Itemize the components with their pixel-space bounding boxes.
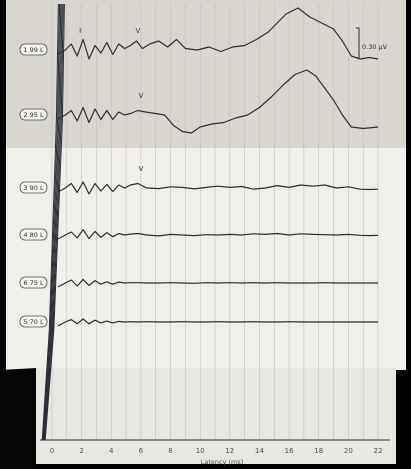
trace-labels: 1 99 L 2 95 L 3 90 L 4 80 L 6 75 L 5 70 L: [19, 43, 48, 328]
x-tick-label: 2: [79, 447, 83, 455]
trace-label-box: [19, 276, 48, 289]
trace-label: 5 70 L: [19, 315, 48, 328]
wave-marker-i: I: [79, 27, 81, 35]
waveform-trace: [57, 181, 379, 195]
trace-label: 1 99 L: [19, 43, 48, 56]
x-tick-label: 8: [168, 447, 172, 455]
x-tick-label: 6: [139, 447, 144, 455]
trace-label-text: 4 80 L: [23, 231, 44, 239]
trace-label-text: 2 95 L: [23, 111, 44, 119]
trace-label-text: 6 75 L: [23, 279, 44, 287]
wave-marker-v: V: [136, 27, 141, 35]
trace-label-text: 1 99 L: [23, 46, 44, 54]
waveform-traces: [57, 7, 379, 327]
trace-label: 6 75 L: [19, 276, 48, 289]
x-tick-label: 4: [109, 447, 114, 455]
wave-markers: I V V V: [79, 27, 143, 173]
x-tick-label: 22: [374, 447, 383, 455]
onset-line: [44, 3, 64, 441]
trace-label: 2 95 L: [19, 108, 48, 121]
paper-shadow: [0, 368, 36, 469]
onset-line: [44, 3, 65, 441]
trace-label: 4 80 L: [19, 228, 48, 241]
onset-line: [42, 3, 62, 441]
trace-label-box: [19, 315, 48, 328]
paper-middle: [6, 148, 406, 370]
x-tick-label: 0: [50, 447, 54, 455]
paper-bottom: [36, 368, 396, 464]
scale-bar-label: 0.30 µV: [362, 43, 388, 51]
trace-label-box: [19, 181, 48, 194]
stimulus-onset-lines: [41, 3, 65, 441]
waveform-trace: [57, 7, 379, 60]
wave-marker-v: V: [139, 165, 144, 173]
waveform-trace: [57, 278, 378, 288]
x-tick-label: 14: [255, 447, 264, 455]
trace-label-text: 5 70 L: [23, 318, 44, 326]
trace-label-box: [19, 228, 48, 241]
chart-grid: [51, 4, 379, 440]
x-axis-label: Latency (ms): [201, 458, 244, 466]
trace-label-text: 3 90 L: [23, 184, 44, 192]
waveform-trace: [57, 69, 379, 134]
onset-line: [43, 3, 63, 441]
trace-label: 3 90 L: [19, 181, 48, 194]
waveform-trace: [57, 229, 379, 240]
wave-marker-v: V: [139, 92, 144, 100]
x-axis-tick-labels: 0 2 4 6 8 10 12 14 16 18 20 22: [50, 447, 383, 455]
x-tick-label: 20: [344, 447, 353, 455]
trace-label-box: [19, 108, 48, 121]
onset-line: [42, 3, 61, 441]
x-tick-label: 12: [225, 447, 234, 455]
x-tick-label: 18: [314, 447, 323, 455]
onset-line: [41, 3, 59, 441]
waveform-trace: [57, 318, 378, 327]
x-tick-label: 16: [285, 447, 294, 455]
trace-label-box: [19, 43, 48, 56]
x-tick-label: 10: [196, 447, 205, 455]
paper-top: [6, 0, 406, 150]
